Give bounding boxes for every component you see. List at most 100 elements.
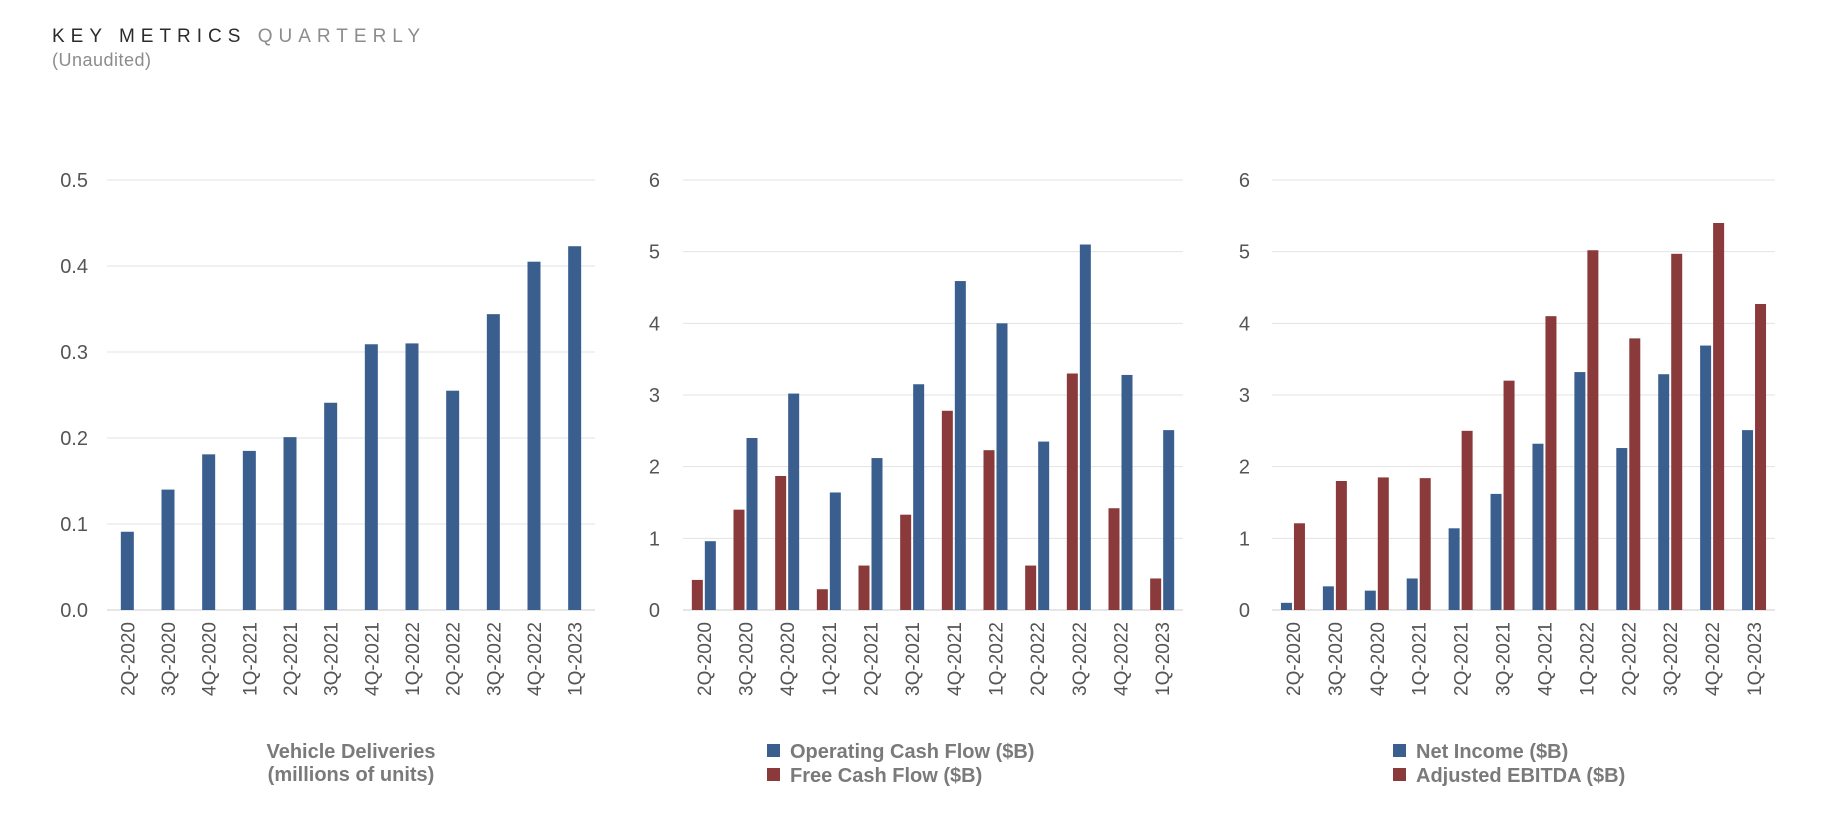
bar <box>733 509 745 610</box>
x-tick-label: 2Q-2020 <box>695 622 716 696</box>
bar <box>120 531 134 610</box>
y-tick-label: 2 <box>1239 457 1250 479</box>
x-tick-label: 2Q-2020 <box>1284 622 1305 696</box>
x-tick-label: 1Q-2021 <box>820 622 841 696</box>
chart-3: 0 1 2 3 4 5 6 2Q-2020 3Q-2020 4Q-2020 1Q-2021 2Q-20… <box>1239 170 1775 787</box>
bar <box>900 514 912 610</box>
bar <box>983 450 995 610</box>
bar <box>568 246 582 610</box>
bar <box>1280 602 1292 610</box>
bar <box>1587 250 1599 610</box>
x-tick-label: 2Q-2021 <box>862 622 883 696</box>
bar <box>1713 223 1725 610</box>
bar <box>1490 493 1502 610</box>
bar <box>871 458 883 610</box>
x-tick-label: 3Q-2021 <box>322 622 343 696</box>
x-axis-label: Vehicle Deliveries <box>266 741 435 763</box>
x-tick-label: 4Q-2022 <box>1112 622 1133 696</box>
y-tick-label: 1 <box>649 528 660 550</box>
x-tick-label: 4Q-2021 <box>945 622 966 696</box>
bar <box>1545 316 1557 610</box>
y-tick-label: 3 <box>1239 385 1250 407</box>
bar <box>324 402 338 610</box>
bar <box>1671 253 1683 611</box>
bar <box>941 410 953 610</box>
bar <box>1532 443 1544 610</box>
y-tick-label: 3 <box>649 385 660 407</box>
page-subtitle: (Unaudited) <box>52 50 152 70</box>
page-title: KEY METRICS QUARTERLY <box>52 26 426 48</box>
y-tick-label: 0.2 <box>60 428 88 450</box>
legend-label: Net Income ($B) <box>1416 741 1568 763</box>
bar <box>704 541 716 610</box>
x-tick-label: 1Q-2022 <box>987 622 1008 696</box>
x-tick-label: 1Q-2022 <box>1577 622 1598 696</box>
x-tick-label: 4Q-2020 <box>778 622 799 696</box>
bar <box>405 343 419 610</box>
x-tick-label: 2Q-2021 <box>281 622 302 696</box>
x-tick-label: 1Q-2021 <box>1410 622 1431 696</box>
bar <box>1629 338 1641 610</box>
bar <box>1377 477 1389 610</box>
y-tick-label: 0.4 <box>60 256 88 278</box>
bar <box>1121 374 1133 610</box>
legend-label: Adjusted EBITDA ($B) <box>1416 765 1625 787</box>
x-tick-label: 2Q-2022 <box>1619 622 1640 696</box>
y-tick-label: 4 <box>649 313 660 335</box>
bar <box>746 438 758 610</box>
x-tick-label: 1Q-2023 <box>566 622 587 696</box>
x-tick-label: 3Q-2021 <box>1494 622 1515 696</box>
bar <box>1574 372 1586 610</box>
page-header: KEY METRICS QUARTERLY (Unaudited) <box>52 26 426 71</box>
y-tick-label: 4 <box>1239 313 1250 335</box>
bar <box>829 492 841 610</box>
x-tick-label: 1Q-2022 <box>403 622 424 696</box>
bar <box>1419 478 1431 610</box>
bar <box>1025 565 1037 610</box>
bar <box>1742 430 1754 610</box>
legend-label: Free Cash Flow ($B) <box>790 765 982 787</box>
bar <box>858 565 870 610</box>
bar <box>364 344 378 610</box>
bar <box>527 261 541 610</box>
bar <box>1700 345 1712 610</box>
bar <box>913 384 925 610</box>
bar <box>161 489 175 610</box>
bar <box>1163 430 1175 610</box>
bar <box>1406 578 1418 610</box>
y-tick-label: 2 <box>649 457 660 479</box>
chart-2: 0 1 2 3 4 5 6 2Q-2020 3Q-2020 4Q-2020 1Q-2021 2Q-20… <box>649 170 1183 787</box>
x-tick-label: 1Q-2023 <box>1745 622 1766 696</box>
x-tick-label: 2Q-2021 <box>1452 622 1473 696</box>
bar <box>1108 508 1120 610</box>
bar <box>1038 441 1050 610</box>
y-tick-label: 6 <box>1239 170 1250 192</box>
legend-swatch <box>767 768 780 781</box>
bar <box>1079 244 1091 610</box>
bar <box>283 437 297 610</box>
y-tick-label: 0.5 <box>60 170 88 192</box>
y-tick-label: 5 <box>1239 242 1250 264</box>
bar <box>1293 523 1305 610</box>
bar <box>1448 528 1460 610</box>
bar <box>1322 586 1334 610</box>
y-tick-label: 0.1 <box>60 514 88 536</box>
bar <box>1755 303 1767 610</box>
x-tick-label: 4Q-2021 <box>362 622 383 696</box>
x-tick-label: 1Q-2023 <box>1153 622 1174 696</box>
x-tick-label: 3Q-2020 <box>737 622 758 696</box>
bar <box>996 323 1008 610</box>
x-tick-label: 3Q-2022 <box>1661 622 1682 696</box>
title-main: KEY METRICS <box>52 26 247 47</box>
legend-swatch <box>1393 768 1406 781</box>
bar <box>1066 373 1078 610</box>
bar <box>1503 380 1515 610</box>
bar <box>486 314 500 610</box>
bar <box>1150 578 1162 610</box>
x-tick-label: 4Q-2020 <box>200 622 221 696</box>
title-accent: QUARTERLY <box>257 26 427 47</box>
x-tick-label: 4Q-2021 <box>1535 622 1556 696</box>
y-tick-label: 0.0 <box>60 600 88 622</box>
x-tick-label: 4Q-2022 <box>525 622 546 696</box>
